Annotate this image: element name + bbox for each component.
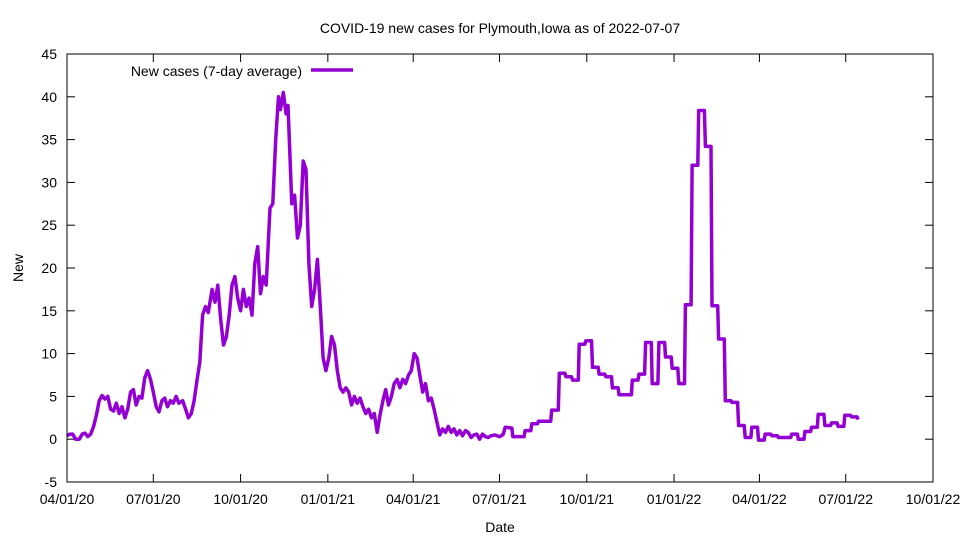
plot-frame [66,53,934,483]
y-tick-label: 25 [41,217,57,233]
x-tick-label: 10/01/20 [213,491,268,507]
chart-title: COVID-19 new cases for Plymouth,Iowa as … [320,20,681,36]
y-axis-label: New [10,253,26,282]
y-tick-label: 15 [41,303,57,319]
y-tick-label: 0 [49,431,57,447]
x-tick-label: 01/01/21 [301,491,356,507]
y-tick-label: 5 [49,388,57,404]
x-tick-label: 10/01/22 [906,491,960,507]
y-tick-label: 45 [41,46,57,62]
x-tick-label: 07/01/21 [472,491,527,507]
legend: New cases (7-day average) [131,63,353,79]
x-tick-label: 07/01/22 [818,491,873,507]
series-line [66,90,860,442]
y-tick-label: -5 [45,474,58,490]
x-tick-label: 04/01/22 [732,491,787,507]
x-tick-label: 04/01/20 [40,491,95,507]
y-axis-ticks: -5 0 5 10 15 20 25 30 35 40 45 [41,46,933,490]
x-tick-label: 01/01/22 [647,491,702,507]
x-tick-label: 07/01/20 [126,491,181,507]
x-tick-label: 10/01/21 [560,491,615,507]
x-axis-label: Date [485,519,515,535]
y-tick-label: 40 [41,89,57,105]
legend-label: New cases (7-day average) [131,63,302,79]
x-axis-ticks: 04/01/20 07/01/20 10/01/20 01/01/21 04/01/21… [40,54,960,507]
x-tick-label: 04/01/21 [386,491,441,507]
y-tick-label: 20 [41,260,57,276]
y-tick-label: 35 [41,132,57,148]
y-tick-label: 10 [41,346,57,362]
y-tick-label: 30 [41,174,57,190]
